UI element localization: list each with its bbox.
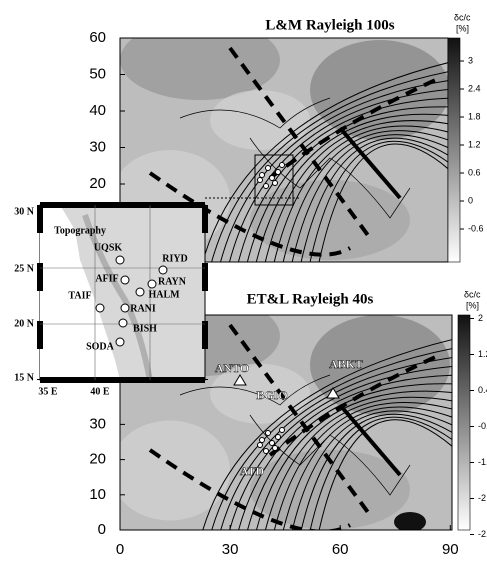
station-label: ATD bbox=[240, 464, 265, 478]
colorbar-tick-label: 2 bbox=[478, 313, 483, 323]
colorbar-unit: [%] bbox=[456, 23, 469, 33]
x-tick-label: 30 bbox=[222, 541, 239, 558]
y-tick-label: 30 bbox=[89, 415, 106, 432]
station-label: SODA bbox=[86, 341, 115, 352]
station-label: RAYN bbox=[158, 276, 187, 287]
colorbar bbox=[458, 315, 470, 530]
anomaly-patch bbox=[120, 20, 280, 100]
station-dot bbox=[96, 304, 104, 312]
panel-title: ET&L Rayleigh 40s bbox=[247, 291, 374, 307]
station-dot bbox=[258, 443, 263, 448]
station-label: BISH bbox=[133, 323, 157, 334]
colorbar-tick-label: 0.6 bbox=[468, 167, 481, 177]
station-dot bbox=[121, 276, 129, 284]
x-tick-label: 60 bbox=[332, 541, 349, 558]
station-label: BGIO bbox=[256, 388, 287, 402]
colorbar-tick-label: -0.4 bbox=[478, 421, 487, 431]
station-label: TAIF bbox=[68, 290, 91, 301]
lat-label: 15 N bbox=[14, 372, 35, 383]
colorbar-tick-label: 1.2 bbox=[478, 349, 487, 359]
anomaly-patch bbox=[394, 512, 426, 532]
colorbar-tick-label: 3 bbox=[468, 55, 473, 65]
lat-label: 20 N bbox=[14, 318, 35, 329]
y-tick-label: 40 bbox=[89, 102, 106, 119]
lon-label: 35 E bbox=[38, 386, 58, 397]
station-dot bbox=[116, 338, 124, 346]
inset-title: Topography bbox=[54, 225, 106, 236]
station-dot bbox=[119, 319, 127, 327]
colorbar-tick-label: 1.8 bbox=[468, 111, 481, 121]
station-dot bbox=[270, 441, 275, 446]
colorbar-tick-label: -1.2 bbox=[478, 457, 487, 467]
colorbar-tick-label: 0.4 bbox=[478, 385, 487, 395]
station-dot bbox=[276, 170, 281, 175]
station-label: HALM bbox=[148, 289, 180, 300]
colorbar-unit: [%] bbox=[466, 300, 479, 310]
station-dot bbox=[266, 431, 271, 436]
panel-title: L&M Rayleigh 100s bbox=[265, 17, 394, 33]
station-dot bbox=[148, 280, 156, 288]
colorbar-tick-label: 2.4 bbox=[468, 83, 481, 93]
colorbar-label: δc/c bbox=[464, 289, 481, 299]
station-dot bbox=[280, 428, 285, 433]
lon-label: 40 E bbox=[90, 386, 110, 397]
y-tick-label: 10 bbox=[89, 486, 106, 503]
anomaly-patch bbox=[310, 40, 450, 140]
figure: Topography UQSK RIYD AFIF RAYN HALM TAIF RANI BI… bbox=[0, 0, 487, 563]
station-dot bbox=[273, 446, 278, 451]
station-dot bbox=[258, 178, 263, 183]
station-dot bbox=[280, 163, 285, 168]
station-dot bbox=[270, 176, 275, 181]
colorbar-tick-label: -2.8 bbox=[478, 529, 487, 539]
station-label: AFIF bbox=[95, 273, 118, 284]
x-tick-label: 90 bbox=[442, 541, 459, 558]
station-dot bbox=[264, 449, 269, 454]
station-dot bbox=[159, 266, 167, 274]
y-tick-label: 50 bbox=[89, 65, 106, 82]
y-tick-label: 30 bbox=[89, 138, 106, 155]
y-tick-label: 20 bbox=[89, 175, 106, 192]
station-dot bbox=[266, 166, 271, 171]
station-dot bbox=[273, 181, 278, 186]
colorbar-tick-label: 0 bbox=[468, 195, 473, 205]
colorbar-tick-label: -2 bbox=[478, 493, 486, 503]
inset-map: Topography UQSK RIYD AFIF RAYN HALM TAIF RANI BI… bbox=[40, 205, 205, 380]
station-dot bbox=[260, 438, 265, 443]
x-tick-label: 0 bbox=[116, 541, 124, 558]
y-tick-label: 0 bbox=[98, 521, 106, 538]
station-label: ANTO bbox=[215, 361, 249, 375]
station-label: ABKT bbox=[329, 357, 363, 371]
colorbar-tick-label: 1.2 bbox=[468, 139, 481, 149]
colorbar-tick-label: -0.6 bbox=[468, 223, 484, 233]
station-dot bbox=[276, 435, 281, 440]
station-label: RANI bbox=[130, 303, 156, 314]
colorbar bbox=[448, 38, 460, 262]
station-dot bbox=[264, 184, 269, 189]
station-dot bbox=[116, 256, 124, 264]
y-tick-label: 20 bbox=[89, 451, 106, 468]
lat-label: 25 N bbox=[14, 263, 35, 274]
y-tick-label: 60 bbox=[89, 29, 106, 46]
station-label: UQSK bbox=[94, 242, 123, 253]
station-dot bbox=[260, 173, 265, 178]
lat-label: 30 N bbox=[14, 206, 35, 217]
colorbar-label: δc/c bbox=[454, 12, 471, 22]
station-dot bbox=[121, 304, 129, 312]
anomaly-patch bbox=[210, 90, 310, 150]
station-dot bbox=[136, 288, 144, 296]
station-label: RIYD bbox=[162, 253, 188, 264]
page: {"panels": [ {"title": "L&M Rayleigh 100… bbox=[0, 0, 487, 563]
